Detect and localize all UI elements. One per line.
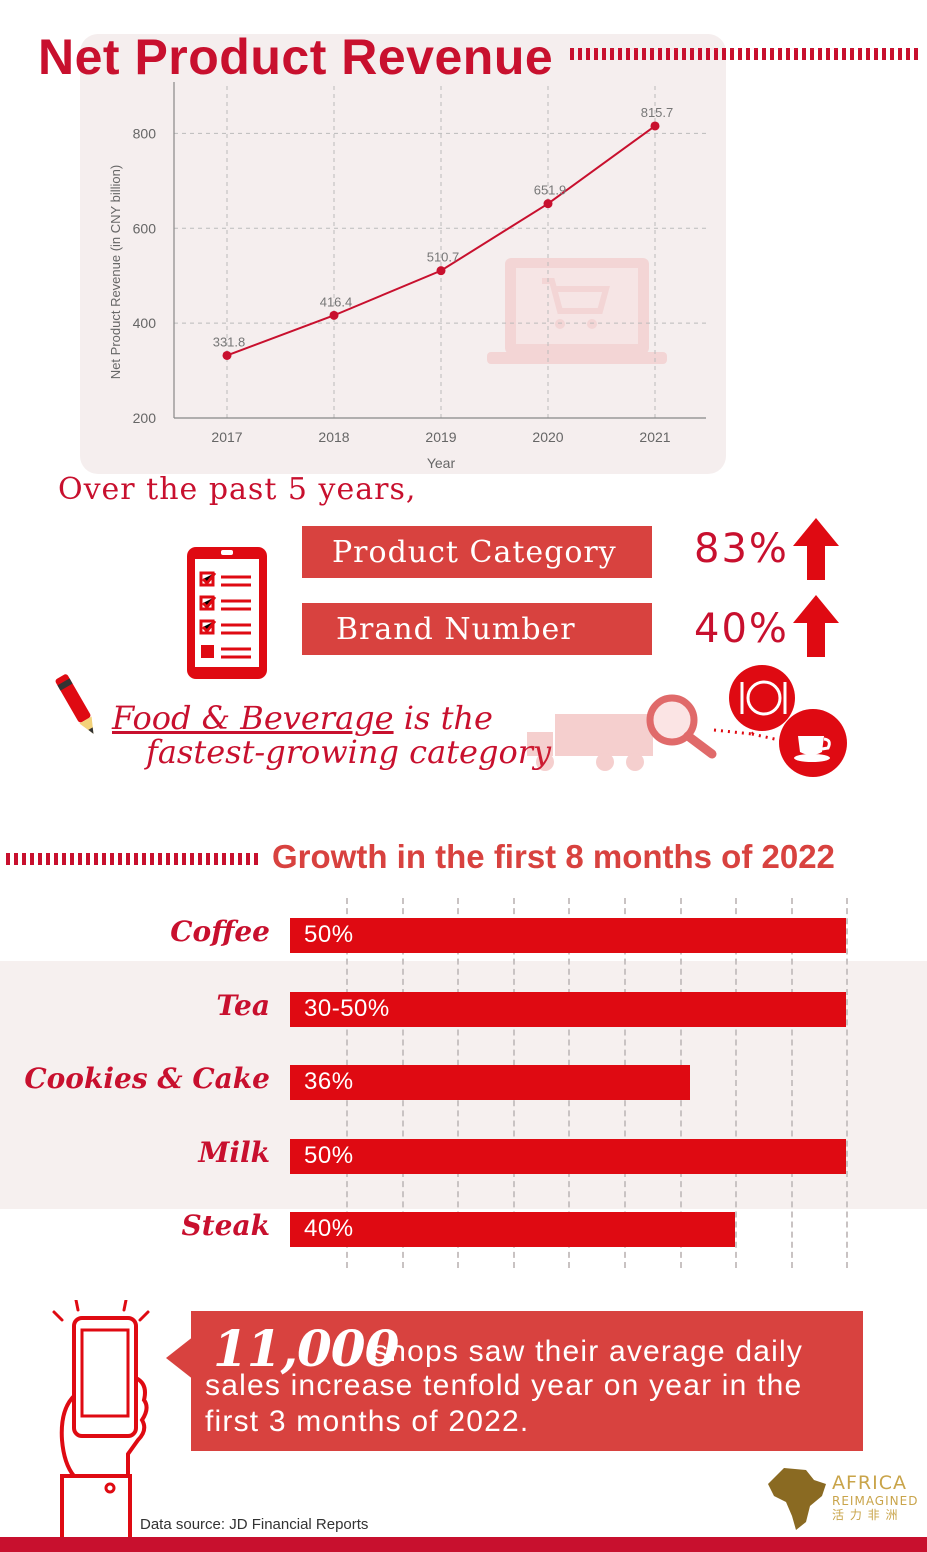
logo-line1: AFRICA: [832, 1472, 907, 1494]
bar-value-label: 50%: [304, 1142, 354, 1169]
growth-bar: 40%: [290, 1212, 735, 1247]
bar-value-label: 30-50%: [304, 995, 390, 1022]
data-point: [436, 266, 446, 276]
brand-number-tag: Brand Number: [302, 603, 652, 655]
x-tick-label: 2021: [639, 429, 670, 445]
brand-number-value: 40%: [694, 606, 789, 652]
data-label: 651.9: [534, 183, 567, 198]
data-label: 510.7: [427, 250, 460, 265]
x-tick-label: 2017: [211, 429, 242, 445]
line-chart-card: [80, 34, 726, 474]
plate-cutlery-icon: [729, 665, 795, 731]
growth-bar: 50%: [290, 1139, 846, 1174]
y-tick-label: 200: [133, 410, 157, 426]
bar-value-label: 40%: [304, 1215, 354, 1242]
data-label: 331.8: [213, 334, 246, 349]
x-tick-label: 2019: [425, 429, 456, 445]
bar-value-label: 50%: [304, 921, 354, 948]
bar-category-label: Steak: [181, 1209, 270, 1242]
callout-line3: first 3 months of 2022.: [205, 1405, 530, 1438]
truck-icon: [527, 714, 653, 771]
growth-title-decoration: [6, 853, 258, 865]
bottom-bar: [0, 1537, 927, 1552]
checklist-icon: [187, 547, 267, 679]
data-label: 815.7: [641, 105, 674, 120]
data-point: [650, 121, 660, 131]
arrow-up-icon: [793, 518, 839, 580]
callout-pointer: [166, 1336, 194, 1380]
logo-text: AFRICA REIMAGINED 活 力 非 洲: [832, 1472, 919, 1522]
bar-value-label: 36%: [304, 1068, 354, 1095]
page-title: Net Product Revenue: [38, 29, 554, 85]
logo-line3: 活 力 非 洲: [832, 1508, 899, 1522]
food-line2: fastest-growing category: [146, 732, 552, 771]
food-line1-rest: is the: [393, 699, 493, 737]
magnifier-icon: [646, 694, 717, 759]
data-point: [543, 199, 553, 209]
arrow-up-icon: [793, 595, 839, 657]
callout-line1: shops saw their average daily: [373, 1335, 804, 1368]
food-beverage-note: Food & Beverage is the fastest-growing c…: [112, 699, 552, 771]
growth-bar: 50%: [290, 918, 846, 953]
summary-intro: Over the past 5 years,: [58, 472, 417, 507]
product-category-label: Product Category: [332, 534, 617, 570]
y-axis-label: Net Product Revenue (in CNY billion): [108, 165, 123, 379]
bar-gridline: [846, 898, 849, 1268]
bar-gridline: [790, 898, 793, 1268]
x-axis-label: Year: [427, 455, 456, 471]
shops-number: 11,000: [213, 1319, 399, 1378]
food-highlight: Food & Beverage: [112, 699, 394, 737]
data-point: [222, 350, 232, 360]
coffee-cup-icon: [779, 709, 847, 777]
bar-category-label: Tea: [216, 989, 270, 1022]
bar-gridline: [735, 898, 738, 1268]
product-category-value: 83%: [694, 526, 789, 572]
laptop-cart-icon: [487, 258, 667, 364]
data-label: 416.4: [320, 294, 353, 309]
bar-category-label: Milk: [198, 1136, 270, 1169]
bar-category-label: Coffee: [170, 915, 270, 948]
phone-hand-icon: [52, 1300, 150, 1540]
growth-title: Growth in the first 8 months of 2022: [272, 838, 835, 875]
callout-line2: sales increase tenfold year on year in t…: [205, 1369, 803, 1402]
growth-bar: 30-50%: [290, 992, 846, 1027]
africa-map-logo: [768, 1468, 826, 1530]
growth-bar: 36%: [290, 1065, 691, 1100]
x-tick-label: 2018: [318, 429, 349, 445]
y-tick-label: 600: [133, 220, 157, 236]
brand-number-label: Brand Number: [336, 611, 576, 647]
revenue-line-chart: 200 400 600 800 2017 2018 2019 2020 2021 331.8 41…: [108, 82, 706, 471]
y-tick-label: 800: [133, 125, 157, 141]
data-point: [329, 310, 339, 320]
pencil-icon: [55, 674, 94, 734]
y-tick-label: 400: [133, 315, 157, 331]
bar-category-label: Cookies & Cake: [24, 1062, 270, 1095]
title-decoration: [570, 48, 922, 60]
data-source: Data source: JD Financial Reports: [140, 1516, 369, 1533]
x-tick-label: 2020: [532, 429, 563, 445]
product-category-tag: Product Category: [302, 526, 652, 578]
logo-line2: REIMAGINED: [832, 1494, 919, 1508]
shops-callout: 11,000 shops saw their average daily sal…: [191, 1311, 863, 1451]
